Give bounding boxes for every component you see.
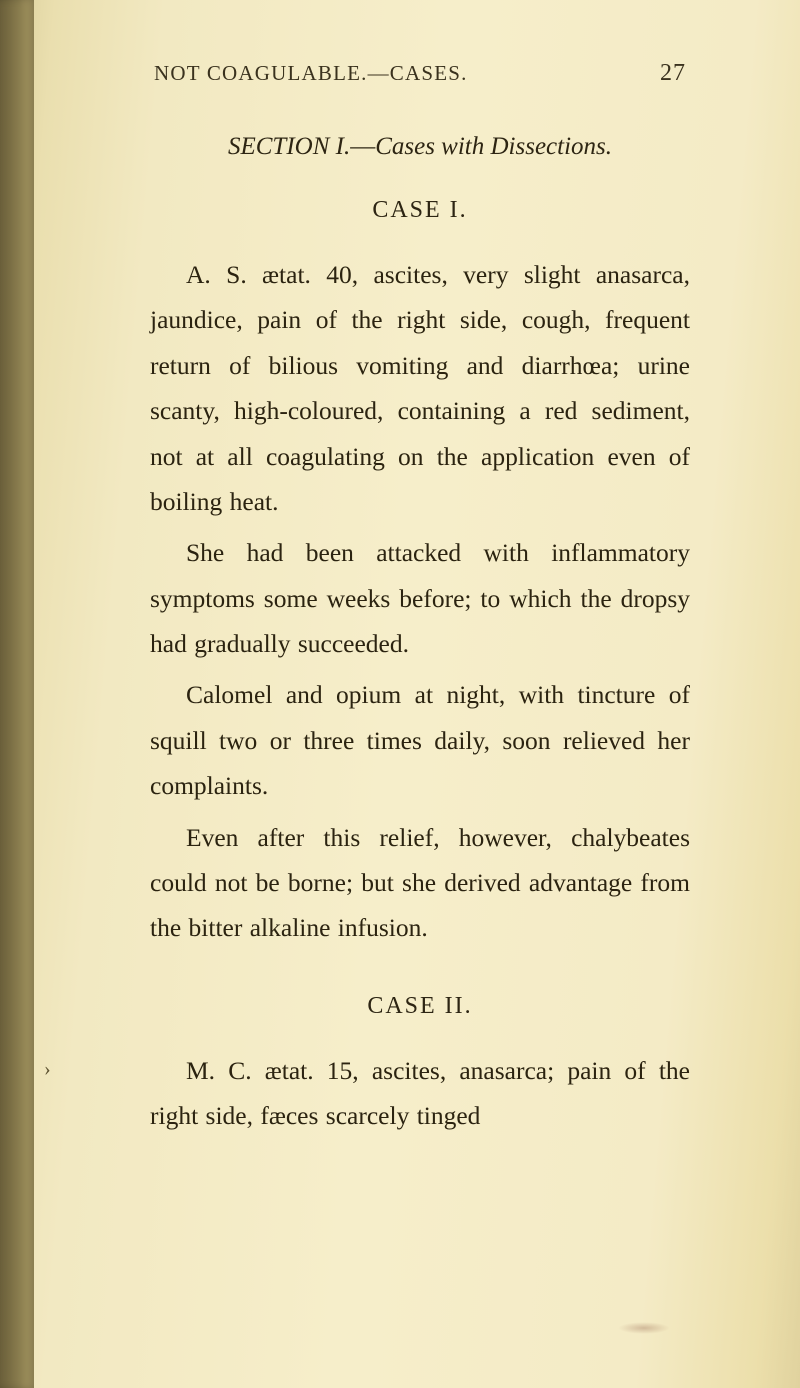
section-label: SECTION I.	[228, 133, 350, 160]
case-1-para-2: She had been attacked with inflammatory …	[150, 530, 690, 666]
page: NOT COAGULABLE.—CASES. 27 SECTION I.—Cas…	[0, 0, 800, 1388]
margin-tick-icon: ›	[44, 1058, 51, 1081]
case-2-para-1: M. C. ætat. 15, ascites, anasarca; pain …	[150, 1048, 690, 1139]
running-head: NOT COAGULABLE.—CASES.	[154, 61, 468, 86]
header-row: NOT COAGULABLE.—CASES. 27	[150, 60, 690, 87]
binding-shadow	[0, 0, 34, 1388]
case-1-para-3: Calomel and opium at night, with tinctur…	[150, 672, 690, 808]
ink-smudge-icon	[618, 1322, 670, 1334]
section-dash: —	[350, 133, 375, 160]
page-number: 27	[660, 60, 686, 87]
case-1-heading: CASE I.	[150, 197, 690, 224]
case-1-para-1: A. S. ætat. 40, ascites, very slight ana…	[150, 252, 690, 524]
section-title: SECTION I.—Cases with Dissections.	[150, 133, 690, 161]
case-2-heading: CASE II.	[150, 993, 690, 1020]
case-1-para-4: Even after this relief, however, chalybe…	[150, 815, 690, 951]
section-subtitle: Cases with Dissections.	[375, 133, 612, 160]
